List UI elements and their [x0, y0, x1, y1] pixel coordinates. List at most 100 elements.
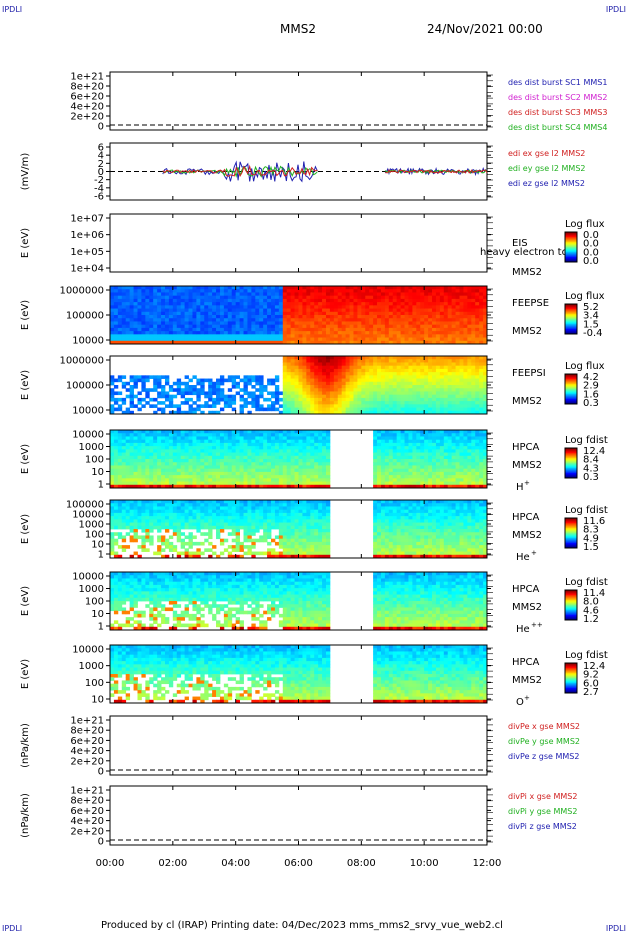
- spectrogram-cell: [271, 391, 276, 396]
- spectrogram-cell: [282, 459, 288, 463]
- spectrogram-cell: [180, 481, 186, 486]
- colorbar-frame: [564, 231, 578, 263]
- spectrogram-cell: [137, 468, 142, 473]
- spectrogram-cell: [164, 327, 170, 332]
- spectrogram-cell: [432, 481, 437, 486]
- spectrogram-cell: [420, 478, 425, 482]
- spectrogram-cell: [388, 452, 394, 457]
- spectrogram-cell: [172, 340, 178, 345]
- spectrogram-cell: [451, 407, 456, 412]
- spectrogram-cell: [337, 289, 343, 293]
- spectrogram-cell: [239, 452, 244, 457]
- spectrogram-cell: [164, 340, 170, 345]
- spectrogram-cell: [145, 465, 150, 470]
- spectrogram-cell: [247, 401, 252, 405]
- spectrogram-cell: [459, 462, 464, 466]
- spectrogram-cell: [404, 298, 409, 303]
- y-tick-label: 1e+04: [70, 264, 104, 275]
- spectrogram-cell: [129, 512, 134, 517]
- spectrogram-cell: [341, 331, 347, 335]
- spectrogram-cell: [428, 455, 433, 460]
- spectrogram-cell: [157, 446, 162, 450]
- spectrogram-cell: [141, 442, 146, 447]
- spectrogram-cell: [412, 468, 417, 473]
- spectrogram-cell: [149, 315, 154, 319]
- spectrogram-cell: [168, 433, 174, 437]
- spectrogram-cell: [318, 362, 323, 367]
- spectrogram-cell: [125, 436, 131, 441]
- spectrogram-cell: [208, 378, 213, 383]
- spectrogram-cell: [412, 315, 417, 319]
- spectrogram-cell: [223, 430, 229, 434]
- spectrogram-cell: [286, 337, 292, 342]
- spectrogram-cell: [447, 365, 453, 370]
- spectrogram-cell: [294, 324, 299, 329]
- spectrogram-cell: [251, 289, 256, 293]
- spectrogram-cell: [204, 391, 209, 396]
- spectrogram-cell: [223, 289, 229, 293]
- spectrogram-cell: [325, 375, 331, 379]
- spectrogram-cell: [455, 385, 460, 389]
- spectrogram-cell: [208, 388, 213, 392]
- spectrogram-cell: [117, 446, 123, 450]
- spectrogram-cell: [188, 331, 193, 335]
- spectrogram-cell: [227, 442, 233, 447]
- spectrogram-cell: [267, 397, 272, 402]
- colorbar-swatch: [565, 329, 577, 331]
- spectrogram-cell: [377, 471, 382, 476]
- spectrogram-cell: [243, 286, 248, 290]
- spectrogram-cell: [263, 331, 268, 335]
- spectrogram-cell: [286, 286, 292, 290]
- spectrogram-cell: [388, 308, 394, 313]
- spectrogram-cell: [314, 410, 319, 415]
- spectrogram-cell: [110, 522, 115, 527]
- spectrogram-cell: [357, 375, 362, 379]
- spectrogram-cell: [329, 302, 335, 306]
- spectrogram-cell: [459, 391, 464, 396]
- spectrogram-cell: [329, 324, 335, 329]
- spectrogram-cell: [451, 459, 456, 463]
- spectrogram-cell: [369, 362, 374, 367]
- spectrogram-cell: [278, 462, 284, 466]
- spectrogram-cell: [192, 311, 197, 316]
- spectrogram-cell: [302, 295, 307, 300]
- spectrogram-cell: [164, 315, 170, 319]
- spectrogram-cell: [235, 478, 240, 482]
- spectrogram-cell: [333, 305, 339, 309]
- corner-tag-top-right: IPDLI: [605, 5, 626, 14]
- spacecraft-label: MMS2: [512, 396, 542, 407]
- spectrogram-cell: [483, 356, 488, 360]
- spectrogram-cell: [396, 331, 402, 335]
- spectrogram-cell: [267, 298, 272, 303]
- spectrogram-cell: [231, 465, 237, 470]
- spectrogram-cell: [302, 324, 307, 329]
- spectrogram-cell: [322, 459, 327, 463]
- spectrogram-cell: [117, 397, 123, 402]
- y-tick-label: 1e+21: [70, 72, 104, 83]
- spectrogram-cell: [255, 404, 260, 408]
- spectrogram-cell: [424, 446, 429, 450]
- spectrogram-cell: [153, 455, 158, 460]
- spectrogram-cell: [451, 324, 456, 329]
- spectrogram-cell: [345, 394, 350, 399]
- spectrogram-cell: [361, 324, 366, 329]
- spectrogram-cell: [192, 455, 197, 460]
- spectrogram-cell: [274, 391, 280, 396]
- spectrogram-cell: [168, 452, 174, 457]
- spectrogram-cell: [172, 462, 178, 466]
- spectrogram-cell: [168, 337, 174, 342]
- spectrogram-cell: [125, 308, 131, 313]
- spectrogram-cell: [349, 324, 354, 329]
- spectrogram-cell: [161, 385, 166, 389]
- spectrogram-cell: [341, 337, 347, 342]
- spectrogram-cell: [325, 334, 331, 338]
- spectrogram-cell: [161, 298, 166, 303]
- spectrogram-cell: [294, 484, 299, 489]
- spectrogram-cell: [235, 308, 240, 313]
- spectrogram-cell: [475, 478, 480, 482]
- spectrogram-cell: [239, 289, 244, 293]
- spectrogram-cell: [200, 391, 205, 396]
- spectrogram-cell: [388, 292, 394, 297]
- spectrogram-cell: [380, 478, 386, 482]
- spectrogram-cell: [392, 484, 398, 489]
